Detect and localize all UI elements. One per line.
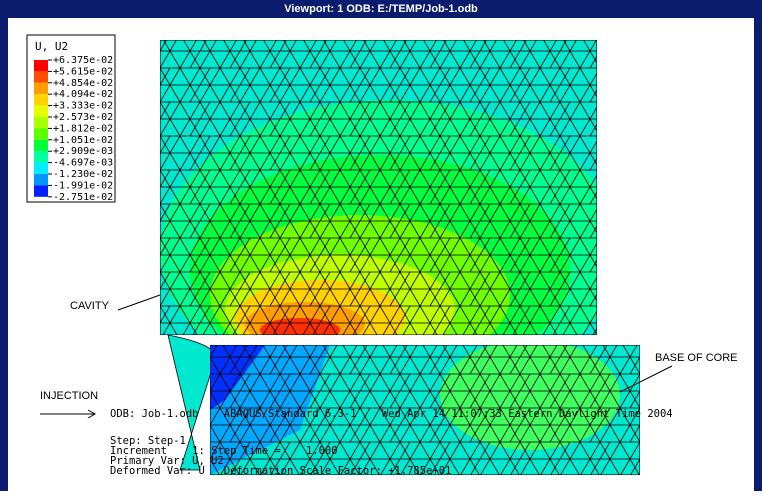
leader-line: [619, 365, 673, 393]
legend-label: -1.991e-02: [53, 180, 113, 191]
legend-label: +2.573e-02: [53, 112, 113, 123]
status-line: ODB: Job-1.odb ABAQUS/Standard 6.3-1 Wed…: [110, 408, 673, 420]
legend-label: +6.375e-02: [53, 55, 113, 66]
legend-swatch: [34, 60, 48, 72]
legend-label: +4.094e-02: [53, 89, 113, 100]
legend-swatch: [34, 71, 48, 83]
annotation: CAVITY: [70, 300, 110, 312]
legend-swatch: [34, 185, 48, 197]
right-border: [754, 0, 762, 491]
arrow: [40, 409, 97, 419]
legend-label: +5.615e-02: [53, 66, 113, 77]
annotation: BASE OF CORE: [655, 352, 738, 364]
legend-swatch: [34, 162, 48, 174]
viewport-title: Viewport: 1 ODB: E:/TEMP/Job-1.odb: [284, 3, 478, 15]
status-line: Increment 1: Step Time = 1.000: [110, 445, 338, 457]
legend-label: -1.230e-02: [53, 169, 113, 180]
annotation: INJECTION: [40, 390, 98, 402]
legend-swatch: [34, 139, 48, 152]
legend: +6.375e-02+5.615e-02+4.854e-02+4.094e-02…: [34, 55, 113, 203]
legend-title: U, U2: [35, 40, 68, 53]
core-part: [210, 345, 640, 475]
legend-label: +3.333e-02: [53, 101, 113, 112]
legend-label: -2.751e-02: [53, 192, 113, 203]
legend-swatch: [34, 151, 48, 163]
legend-swatch: [34, 94, 48, 106]
status-line: Primary Var: U, U2: [110, 455, 224, 467]
legend-label: +4.854e-02: [53, 78, 113, 89]
legend-swatch: [34, 82, 48, 95]
left-border: [0, 0, 8, 491]
status-line: Deformed Var: U Deformation Scale Factor…: [110, 465, 451, 477]
legend-label: +1.812e-02: [53, 123, 113, 134]
legend-label: +2.909e-03: [53, 146, 113, 157]
title-bar: [0, 0, 762, 18]
legend-label: +1.051e-02: [53, 135, 113, 146]
cavity-part: [160, 40, 597, 335]
legend-swatch: [34, 174, 48, 186]
legend-swatch: [34, 105, 48, 117]
legend-swatch: [34, 117, 48, 129]
legend-swatch: [34, 128, 48, 140]
leader-line: [117, 294, 161, 311]
status-line: Step: Step-1: [110, 435, 186, 447]
status-text: ODB: Job-1.odb ABAQUS/Standard 6.3-1 Wed…: [110, 408, 673, 477]
legend-label: -4.697e-03: [53, 158, 113, 169]
